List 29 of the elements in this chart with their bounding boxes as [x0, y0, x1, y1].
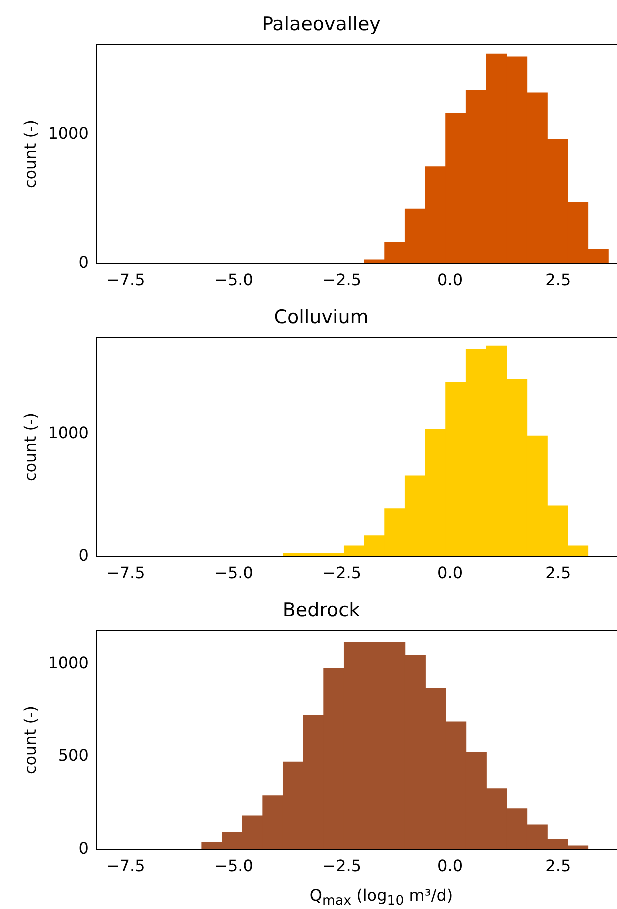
- x-tick-label: −7.5: [106, 564, 146, 583]
- y-tick-label: 1000: [48, 124, 89, 144]
- chart-title: Palaeovalley: [262, 13, 381, 36]
- y-tick-label: 0: [78, 838, 89, 858]
- x-tick-label: 2.5: [546, 856, 572, 876]
- y-tick-label: 0: [78, 252, 89, 272]
- y-tick-label: 1000: [48, 653, 89, 672]
- y-axis-title: count (-): [20, 706, 40, 775]
- y-axis-title: count (-): [20, 413, 40, 482]
- x-tick-label: −5.0: [214, 564, 254, 583]
- x-tick-label: −5.0: [214, 856, 254, 876]
- y-tick-label: 500: [58, 746, 89, 766]
- x-tick-label: −2.5: [322, 564, 362, 583]
- y-tick-label: 1000: [48, 424, 89, 443]
- x-tick-label: 2.5: [546, 270, 572, 290]
- chart-title: Colluvium: [274, 306, 369, 328]
- y-tick-label: 0: [78, 546, 89, 565]
- x-axis-title: Q$_{max}$ (log$_{10}$ m³/d): [308, 886, 454, 909]
- x-tick-label: 0.0: [438, 270, 463, 290]
- y-axis-title: count (-): [20, 120, 40, 189]
- chart-title: Bedrock: [282, 599, 360, 622]
- x-tick-label: −7.5: [106, 856, 146, 876]
- x-tick-label: −7.5: [106, 270, 146, 290]
- x-tick-label: −2.5: [322, 856, 362, 876]
- x-tick-label: −2.5: [322, 270, 362, 290]
- x-tick-label: 2.5: [546, 564, 572, 583]
- x-tick-label: −5.0: [214, 270, 254, 290]
- x-tick-label: 0.0: [438, 564, 463, 583]
- x-tick-label: 0.0: [438, 856, 463, 876]
